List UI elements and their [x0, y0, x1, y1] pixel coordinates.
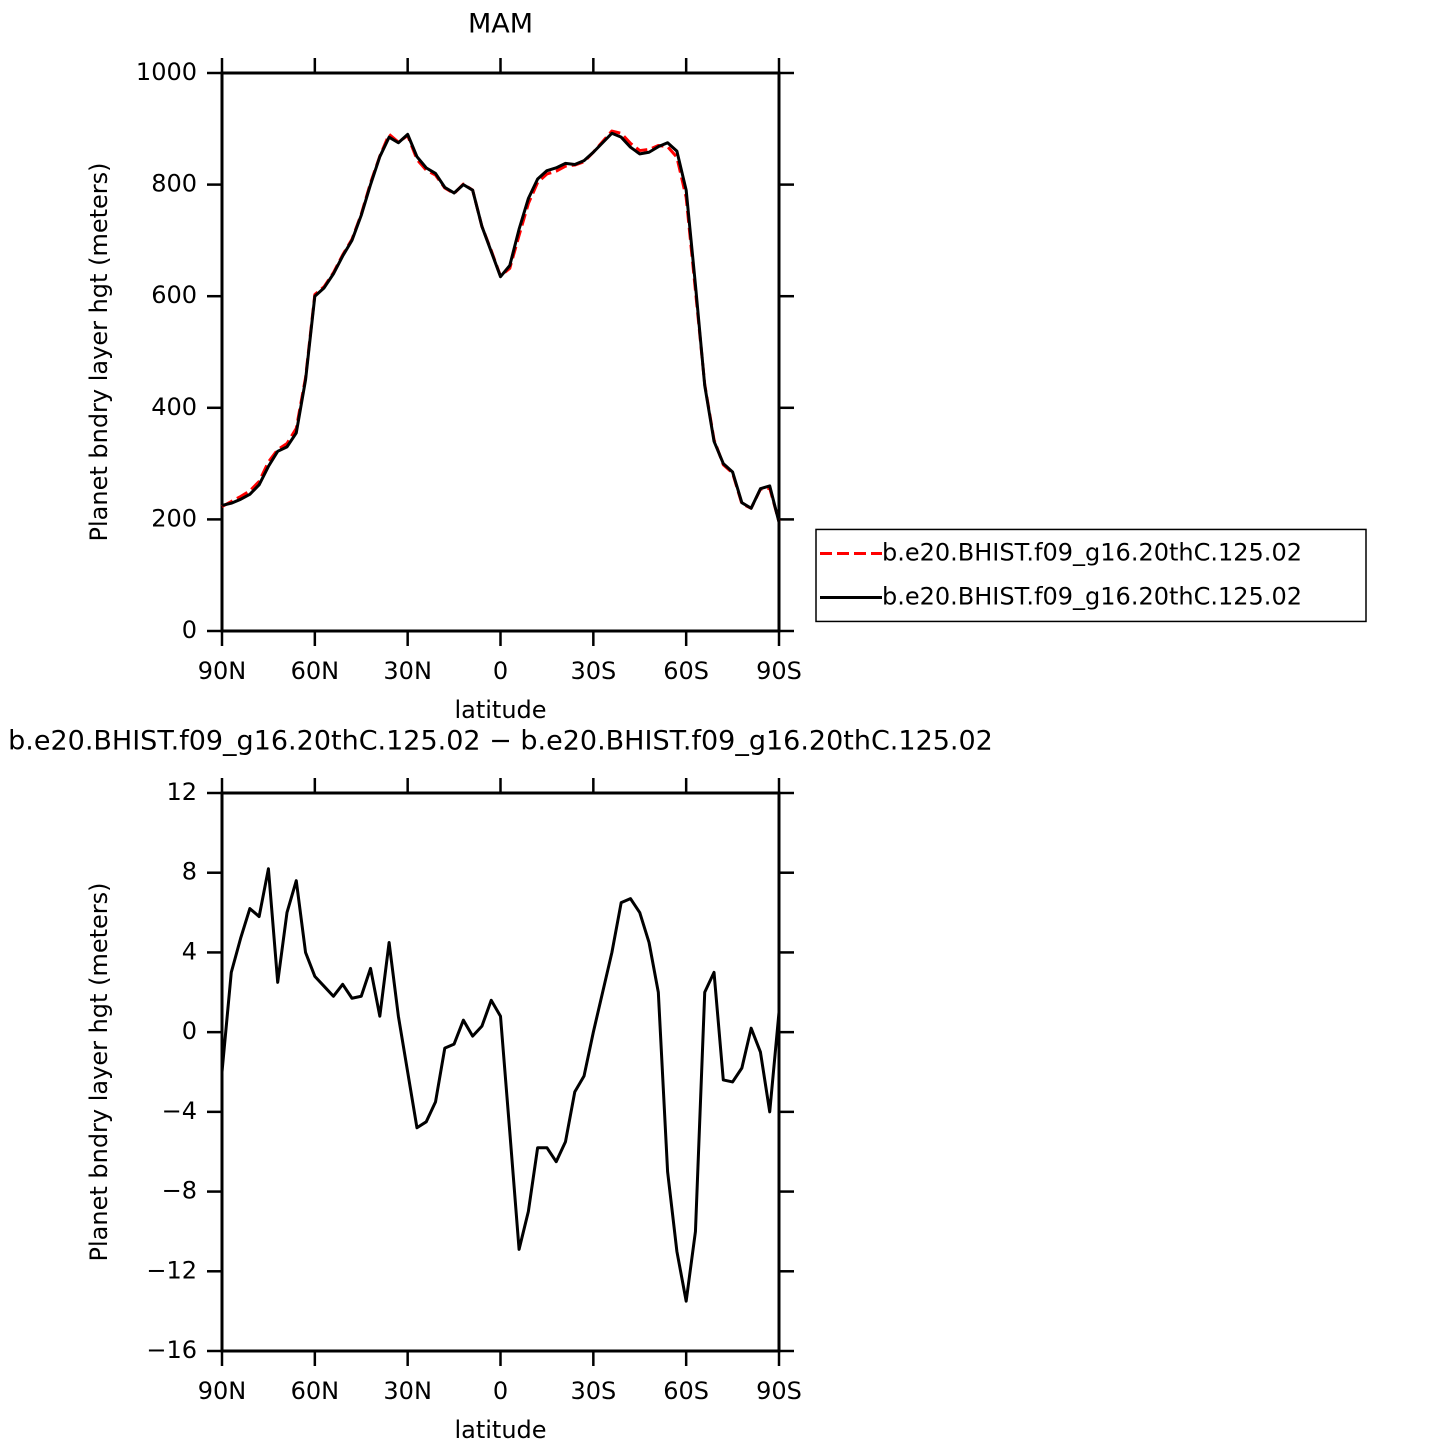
legend-box — [815, 528, 1367, 623]
x-tick-label: 30N — [383, 657, 432, 685]
y-tick-label: 12 — [166, 778, 197, 806]
y-tick-label: 600 — [151, 281, 197, 309]
y-tick-label: 200 — [151, 504, 197, 532]
x-tick-label: 90S — [756, 1377, 802, 1405]
y-tick-label: 8 — [182, 858, 197, 886]
y-tick-label: 0 — [182, 616, 197, 644]
y-tick-label: −12 — [146, 1256, 197, 1284]
y-tick-label: −8 — [162, 1177, 197, 1205]
x-tick-label: 0 — [493, 1377, 508, 1405]
y-tick-label: 4 — [182, 937, 197, 965]
legend-label: b.e20.BHIST.f09_g16.20thC.125.02 — [882, 582, 1302, 610]
x-tick-label: 90S — [756, 657, 802, 685]
y-axis-label: Planet bndry layer hgt (meters) — [85, 883, 113, 1262]
chart-title: b.e20.BHIST.f09_g16.20thC.125.02 − b.e20… — [8, 726, 993, 757]
x-tick-label: 30S — [570, 1377, 616, 1405]
x-tick-label: 60N — [291, 1377, 340, 1405]
x-tick-label: 90N — [198, 657, 247, 685]
data-line — [220, 867, 781, 1303]
y-axis-label: Planet bndry layer hgt (meters) — [85, 163, 113, 542]
legend: b.e20.BHIST.f09_g16.20thC.125.02 b.e20.BH… — [815, 528, 1367, 623]
x-axis-label: latitude — [454, 1416, 546, 1444]
y-tick-label: 400 — [151, 393, 197, 421]
chart-title: MAM — [468, 9, 533, 40]
plot-frame — [220, 71, 781, 633]
x-tick-label: 60S — [663, 1377, 709, 1405]
x-tick-label: 60S — [663, 657, 709, 685]
y-tick-label: −4 — [162, 1097, 197, 1125]
legend-label: b.e20.BHIST.f09_g16.20thC.125.02 — [882, 538, 1302, 566]
plot-frame — [220, 791, 781, 1353]
y-tick-label: 1000 — [136, 58, 197, 86]
x-tick-label: 30N — [383, 1377, 432, 1405]
data-line — [221, 129, 781, 523]
data-line — [221, 131, 781, 523]
y-tick-label: 0 — [182, 1017, 197, 1045]
y-tick-label: 800 — [151, 170, 197, 198]
x-tick-label: 30S — [570, 657, 616, 685]
x-tick-label: 0 — [493, 657, 508, 685]
x-axis-label: latitude — [454, 696, 546, 724]
x-tick-label: 90N — [198, 1377, 247, 1405]
y-tick-label: −16 — [146, 1336, 197, 1364]
x-tick-label: 60N — [291, 657, 340, 685]
